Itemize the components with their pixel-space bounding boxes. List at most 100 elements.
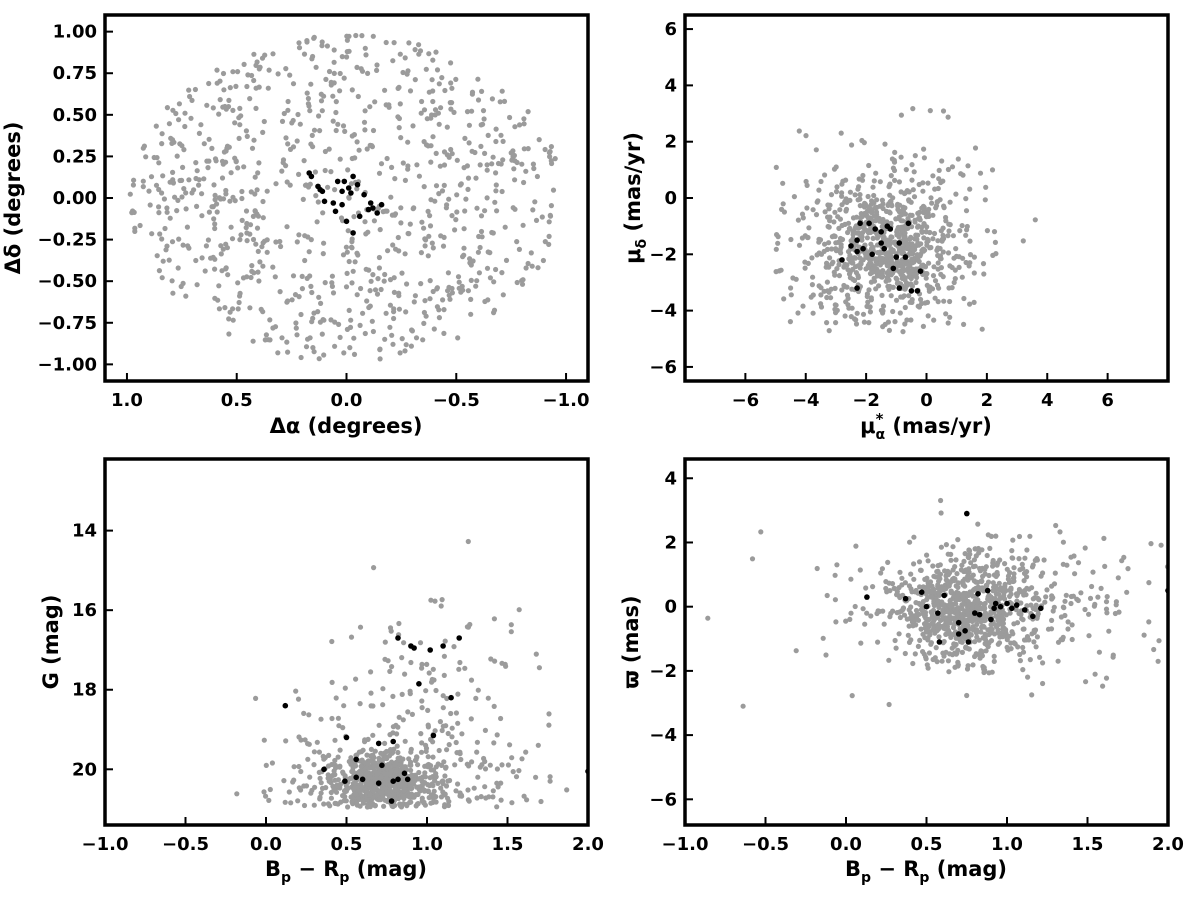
field-star-point	[241, 61, 247, 67]
field-star-point	[296, 232, 302, 238]
field-star-point	[382, 740, 388, 747]
field-star-point	[987, 545, 993, 552]
field-star-point	[902, 321, 908, 327]
field-star-point	[363, 266, 369, 272]
field-star-point	[843, 206, 850, 212]
y-tick-label: 0.50	[53, 105, 97, 126]
field-star-point	[945, 166, 952, 173]
field-star-point	[441, 234, 447, 240]
member-star-point	[914, 288, 921, 294]
field-star-point	[924, 589, 931, 595]
field-star-point	[444, 695, 450, 702]
member-star-point	[955, 631, 962, 637]
field-star-point	[451, 109, 457, 115]
field-star-point	[239, 188, 245, 195]
x-tick-label: −0.5	[433, 390, 480, 411]
field-star-point	[1053, 522, 1059, 529]
field-star-point	[1016, 556, 1022, 562]
field-star-point	[1014, 598, 1020, 604]
field-star-point	[953, 191, 959, 197]
field-star-point	[1057, 529, 1063, 535]
field-star-point	[362, 330, 368, 337]
field-star-point	[342, 685, 348, 691]
field-star-point	[860, 230, 866, 236]
field-star-point	[465, 787, 471, 793]
field-star-point	[524, 797, 530, 803]
field-star-point	[238, 232, 244, 238]
field-star-point	[865, 252, 871, 258]
field-star-point	[432, 107, 439, 113]
field-star-point	[850, 266, 856, 272]
field-star-point	[164, 205, 170, 211]
field-star-point	[345, 785, 351, 792]
field-star-point	[340, 770, 346, 776]
field-star-point	[837, 235, 844, 242]
field-star-point	[898, 154, 904, 160]
field-star-point	[226, 144, 232, 150]
field-star-point	[822, 209, 828, 215]
member-star-point	[404, 776, 411, 783]
field-star-point	[831, 219, 837, 225]
field-star-point	[209, 145, 215, 151]
field-star-point	[949, 164, 956, 170]
field-star-point	[305, 101, 311, 107]
field-star-point	[396, 714, 402, 720]
field-star-point	[380, 794, 386, 800]
field-star-point	[337, 88, 343, 94]
field-star-point	[439, 727, 445, 734]
field-star-point	[311, 310, 317, 316]
field-star-point	[341, 703, 347, 709]
field-star-point	[201, 141, 207, 147]
field-star-point	[140, 184, 146, 190]
member-star-point	[976, 611, 983, 618]
field-star-point	[248, 274, 254, 281]
field-star-point	[939, 658, 945, 664]
field-star-point	[393, 787, 399, 793]
field-star-point	[303, 344, 310, 350]
y-tick-label: 2	[664, 532, 677, 553]
field-star-point	[564, 787, 570, 793]
member-star-point	[902, 595, 909, 602]
field-star-point	[442, 773, 448, 779]
field-star-point	[1068, 554, 1074, 560]
field-star-point	[910, 660, 916, 667]
field-star-point	[255, 213, 261, 219]
field-star-point	[927, 245, 933, 251]
field-star-point	[320, 753, 326, 760]
field-star-point	[441, 672, 447, 679]
field-star-point	[1083, 679, 1089, 685]
field-star-point	[309, 289, 315, 296]
field-star-point	[344, 270, 350, 276]
field-star-point	[226, 97, 232, 103]
field-star-point	[900, 605, 906, 611]
field-star-point	[547, 774, 553, 780]
field-star-point	[982, 617, 988, 623]
field-star-point	[877, 262, 884, 268]
field-star-point	[903, 167, 909, 173]
field-star-point	[979, 547, 985, 553]
field-star-point	[862, 621, 868, 627]
field-star-point	[795, 310, 801, 316]
x-axis-label-cmd: Bp − Rp (mag)	[265, 857, 427, 886]
field-star-point	[392, 212, 398, 218]
field-star-point	[870, 244, 876, 250]
field-star-point	[349, 239, 355, 245]
field-star-point	[369, 143, 375, 149]
field-star-point	[318, 300, 324, 306]
field-star-point	[444, 124, 450, 130]
field-star-point	[935, 574, 941, 580]
x-tick-label: 1.0	[991, 834, 1023, 855]
field-star-point	[1032, 557, 1038, 564]
field-star-point	[438, 105, 444, 111]
field-star-point	[439, 188, 446, 194]
field-star-point	[930, 620, 936, 626]
field-star-point	[322, 167, 328, 174]
field-star-point	[260, 198, 266, 205]
field-star-point	[455, 781, 461, 787]
field-star-point	[1020, 649, 1027, 655]
field-star-point	[509, 755, 515, 761]
field-star-point	[1033, 590, 1039, 596]
field-star-point	[860, 172, 866, 179]
field-star-point	[475, 249, 481, 255]
field-star-point	[871, 278, 878, 284]
